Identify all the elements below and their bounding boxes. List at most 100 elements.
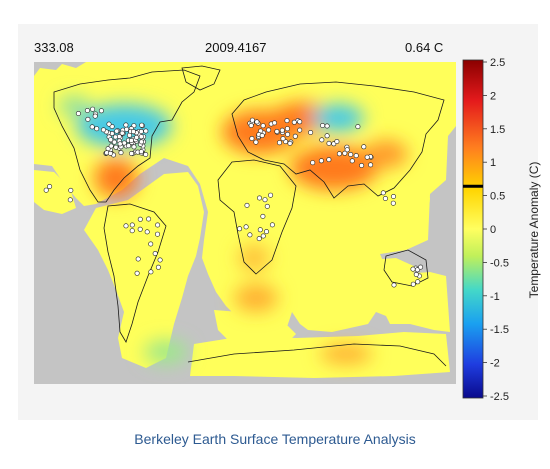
colorbar-tick-label: 2.5 [490,58,505,69]
station-marker [131,144,137,150]
station-marker [254,119,260,125]
station-marker [272,120,278,126]
station-marker [248,122,254,128]
station-marker [361,144,367,150]
station-marker [266,127,272,133]
station-marker [264,203,270,209]
station-marker [380,190,386,196]
coastline [217,159,297,275]
station-marker [89,124,95,130]
station-marker [260,213,266,219]
station-marker [279,127,285,133]
station-marker [94,126,100,132]
station-marker [257,195,263,201]
station-marker [124,126,130,132]
anomaly-hotspot [94,158,138,198]
station-marker [143,128,149,134]
colorbar-tick-label: 2 [490,90,496,102]
station-marker [244,202,250,208]
station-marker [342,150,348,156]
station-marker [47,184,53,190]
station-marker [326,157,332,163]
colorbar-tick-label: 1 [490,157,496,169]
station-marker [284,126,290,132]
colorbar: 2.5 2 1.5 1 0.5 0 -0.5 -1 -1.5 -2 -2.5 Temperature… [462,58,541,403]
station-marker [135,256,141,262]
colorbar-tick-label: -2 [490,358,500,370]
coastline [231,81,445,199]
station-marker [131,129,137,135]
station-marker [84,107,90,113]
station-marker [253,139,259,145]
station-marker [139,122,145,128]
station-marker [117,141,123,147]
station-marker [359,163,365,169]
station-marker [280,136,286,142]
colorbar-tick-label: -0.5 [490,257,509,269]
temperature-anomaly-map [34,62,456,384]
anomaly-field-region [190,332,450,378]
station-marker [134,134,140,140]
station-marker [67,197,73,203]
anomaly-hotspot [234,284,278,312]
station-marker [284,118,290,124]
station-marker [85,116,91,122]
station-marker [249,136,255,142]
station-marker [114,128,120,134]
station-marker [260,123,266,129]
station-marker [260,233,266,239]
station-marker [139,139,145,145]
station-marker [259,133,265,139]
station-marker [126,143,132,149]
station-marker [108,137,114,143]
colorbar-tick-label: -1.5 [490,324,509,336]
station-marker [237,226,243,232]
station-marker [138,149,144,155]
station-marker [157,257,163,263]
station-marker [106,121,112,127]
station-marker [138,134,144,140]
station-marker [297,119,303,125]
coastline [187,343,447,367]
station-marker [257,227,263,233]
station-marker [274,129,280,135]
station-marker [98,108,104,114]
station-marker [292,133,298,139]
colorbar-gradient [462,59,484,399]
anomaly-hotspot [144,340,188,364]
station-marker [264,229,270,235]
coastline [181,65,221,91]
caption: Berkeley Earth Surface Temperature Analy… [134,431,416,447]
station-marker [243,224,249,230]
header-right-value: 0.64 C [405,40,444,55]
station-marker [410,266,416,272]
station-marker [268,192,274,198]
station-marker [262,197,268,203]
anomaly-hotspot [364,140,408,168]
header-left-value: 333.08 [34,40,74,55]
station-marker [285,131,291,137]
anomaly-hotspot [58,96,90,116]
station-marker [128,138,134,144]
station-marker [108,143,114,149]
stations [43,106,424,288]
station-marker [344,147,350,153]
coastline [53,69,201,203]
station-marker [382,196,388,202]
station-marker [123,223,129,229]
station-marker [413,272,419,278]
station-marker [318,158,324,164]
colorbar-tick-label: 0.5 [490,191,505,203]
station-marker [144,229,150,235]
station-marker [148,269,154,275]
station-marker [319,137,325,143]
station-marker [155,231,161,237]
station-marker [43,187,49,193]
station-marker [324,133,330,139]
station-marker [277,140,283,146]
station-marker [143,152,149,158]
station-marker [155,222,161,228]
station-marker [324,123,330,129]
station-marker [364,154,370,160]
anomaly-field-region [390,188,430,226]
